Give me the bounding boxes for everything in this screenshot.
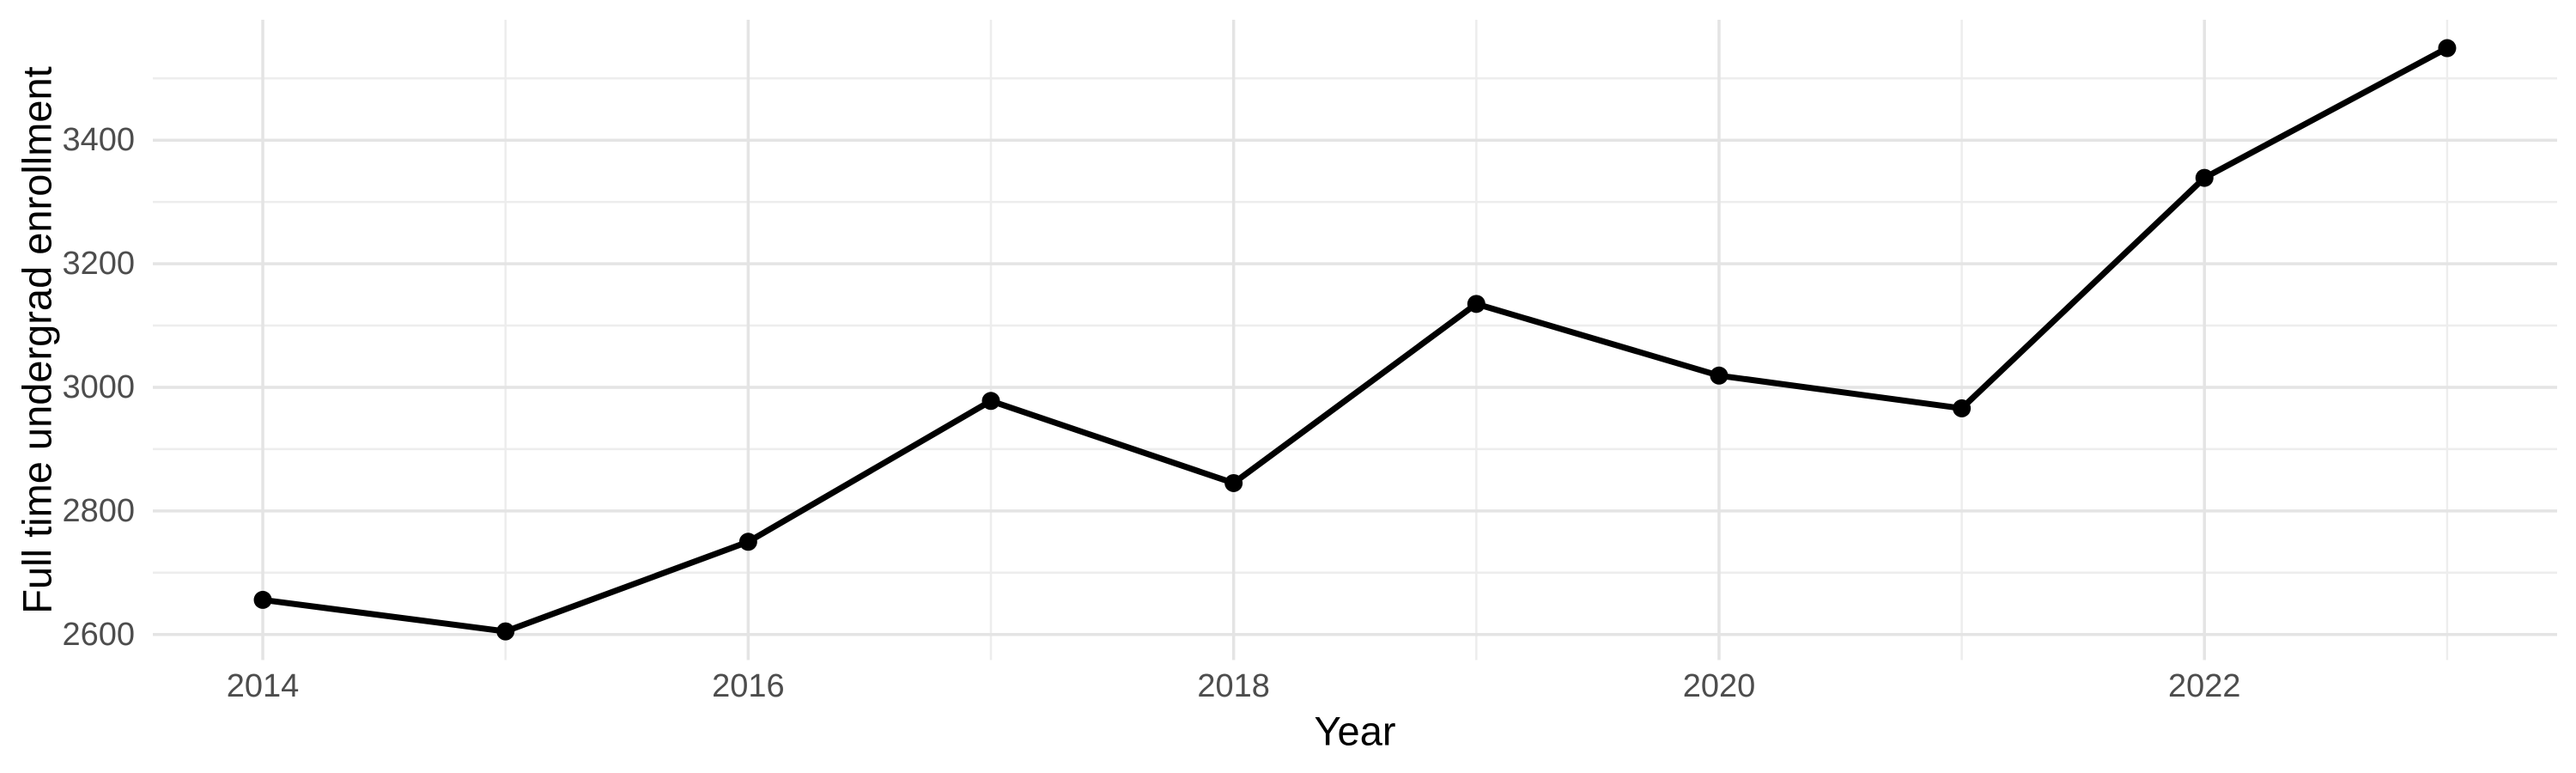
y-axis-tick-label: 3400 [62,122,135,159]
data-point-2019 [1467,295,1485,313]
data-point-2020 [1710,366,1728,385]
x-axis-tick-label: 2022 [2168,668,2241,704]
y-axis-tick-label: 3000 [62,368,135,405]
y-axis-tick-label: 2600 [62,616,135,653]
y-axis-tick-label: 2800 [62,492,135,529]
data-point-2014 [253,590,272,609]
x-axis-tick-label: 2016 [712,668,785,704]
enrollment-line [262,45,2449,635]
x-axis-tick-label: 2018 [1197,668,1270,704]
data-point-2017 [981,392,1000,411]
data-point-2023 [2438,39,2457,58]
data-point-2018 [1224,473,1243,492]
data-point-2021 [1953,399,1971,417]
y-axis-tick-label: 3200 [62,246,135,283]
x-axis-tick-label: 2020 [1682,668,1756,704]
x-axis-title: Year [1314,708,1396,754]
data-point-2022 [2195,168,2214,187]
data-point-2015 [496,622,515,641]
x-axis-tick-label: 2014 [226,668,300,704]
data-point-2016 [738,533,757,551]
